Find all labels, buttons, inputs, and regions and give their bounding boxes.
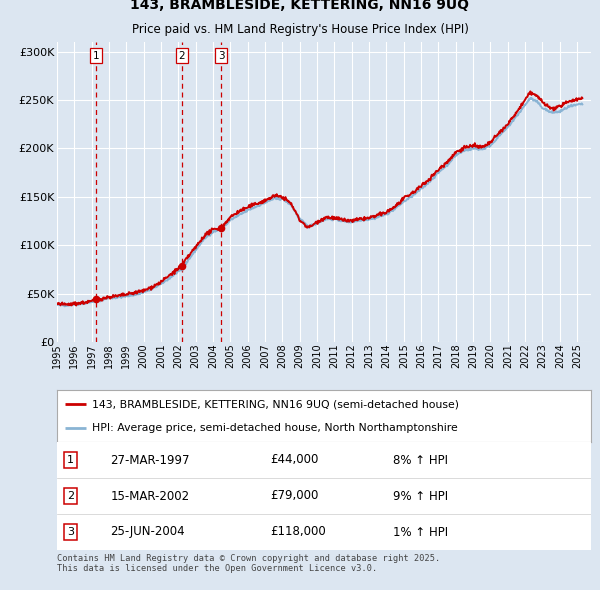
Text: £118,000: £118,000 (271, 526, 326, 539)
Text: 27-MAR-1997: 27-MAR-1997 (110, 454, 190, 467)
Text: 143, BRAMBLESIDE, KETTERING, NN16 9UQ (semi-detached house): 143, BRAMBLESIDE, KETTERING, NN16 9UQ (s… (92, 399, 459, 409)
Text: 25-JUN-2004: 25-JUN-2004 (110, 526, 185, 539)
Text: Price paid vs. HM Land Registry's House Price Index (HPI): Price paid vs. HM Land Registry's House … (131, 22, 469, 35)
Text: 1: 1 (67, 455, 74, 465)
Text: HPI: Average price, semi-detached house, North Northamptonshire: HPI: Average price, semi-detached house,… (92, 423, 457, 433)
Text: £44,000: £44,000 (271, 454, 319, 467)
Text: 8% ↑ HPI: 8% ↑ HPI (394, 454, 448, 467)
Text: 2: 2 (179, 51, 185, 61)
Text: 1% ↑ HPI: 1% ↑ HPI (394, 526, 449, 539)
Text: 3: 3 (218, 51, 224, 61)
Text: 9% ↑ HPI: 9% ↑ HPI (394, 490, 449, 503)
Text: 143, BRAMBLESIDE, KETTERING, NN16 9UQ: 143, BRAMBLESIDE, KETTERING, NN16 9UQ (131, 0, 470, 12)
Text: 3: 3 (67, 527, 74, 537)
Text: £79,000: £79,000 (271, 490, 319, 503)
Text: Contains HM Land Registry data © Crown copyright and database right 2025.
This d: Contains HM Land Registry data © Crown c… (57, 554, 440, 573)
Text: 1: 1 (92, 51, 99, 61)
Text: 2: 2 (67, 491, 74, 501)
Text: 15-MAR-2002: 15-MAR-2002 (110, 490, 190, 503)
